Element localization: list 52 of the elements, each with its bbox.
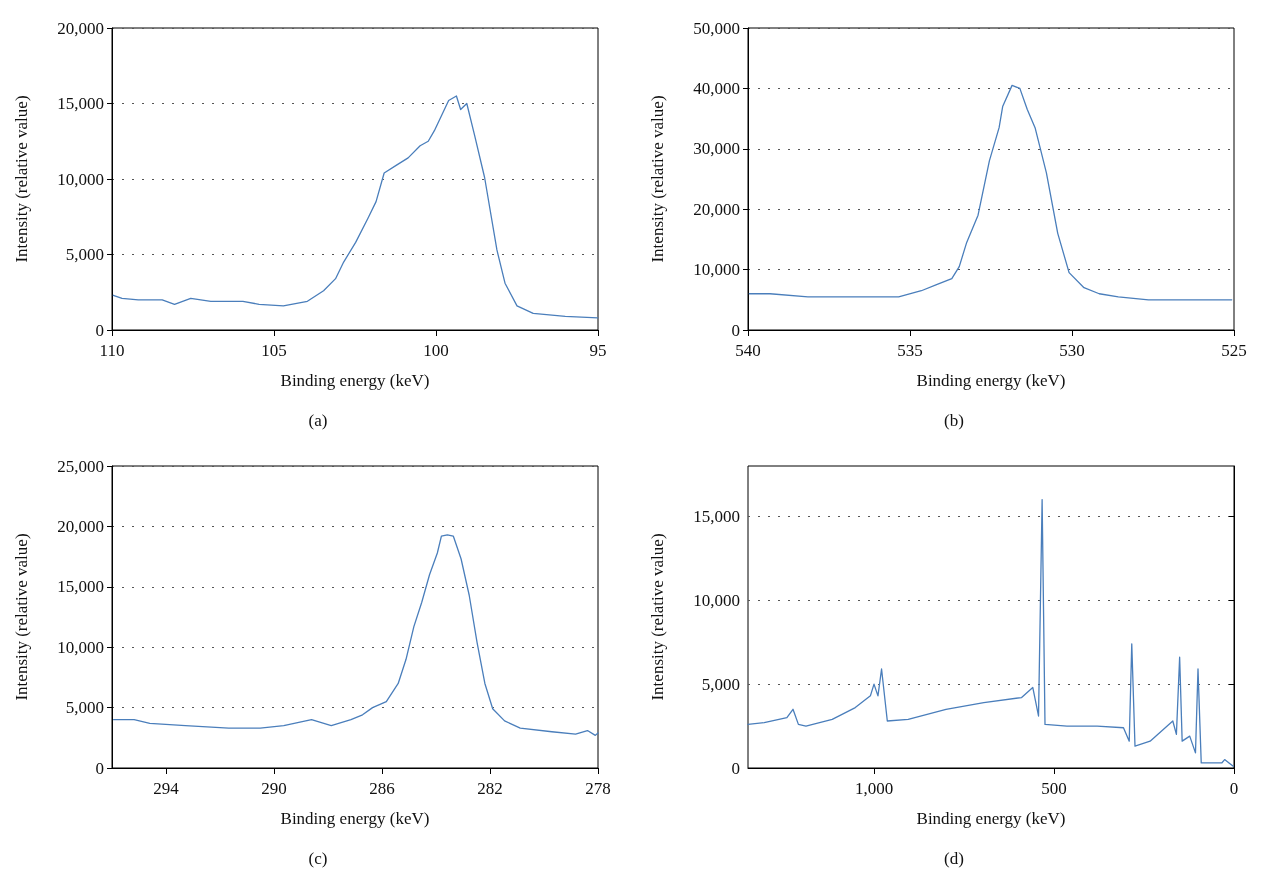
y-tick-label: 30,000	[693, 139, 740, 159]
y-tick-label: 5,000	[65, 245, 104, 264]
text: (d)	[944, 849, 964, 868]
x-tick-label: 0	[1229, 779, 1239, 798]
y-tick-label: 5,000	[65, 698, 104, 718]
x-axis-title: Binding energy (keV)	[280, 809, 430, 828]
y-tick-label: 0	[731, 320, 740, 340]
x-tick-label: 282	[477, 779, 503, 798]
x-tick-label: 294	[153, 779, 180, 798]
x-tick-label: 110	[99, 341, 125, 360]
x-axis-title: Binding energy (keV)	[280, 371, 430, 390]
y-tick-label: 20,000	[57, 18, 104, 38]
text: (c)	[308, 849, 328, 868]
text: (b)	[944, 411, 964, 430]
y-axis-title: Intensity (relative value)	[648, 533, 667, 701]
x-tick-label: 535	[897, 341, 923, 360]
x-tick-label: 530	[1059, 341, 1085, 360]
x-tick-label: 286	[369, 779, 395, 798]
x-tick-label: 105	[261, 341, 287, 360]
y-axis-title: Intensity (relative value)	[12, 95, 31, 263]
y-tick-label: 25,000	[57, 456, 104, 476]
line-series	[112, 534, 599, 737]
y-tick-label: 0	[731, 758, 740, 778]
x-tick-label: 95	[589, 341, 607, 360]
y-tick-label: 50,000	[693, 18, 740, 38]
y-tick-label: 10,000	[57, 169, 104, 189]
y-tick-label: 15,000	[57, 577, 104, 597]
y-tick-label: 15,000	[693, 506, 740, 526]
x-axis-title: Binding energy (keV)	[916, 371, 1066, 390]
y-tick-label: 10,000	[57, 637, 104, 657]
y-tick-label: 5,000	[701, 674, 740, 694]
y-tick-label: 15,000	[57, 94, 104, 113]
x-tick-label: 278	[585, 779, 611, 798]
y-tick-label: 0	[95, 758, 104, 778]
line-series	[112, 95, 599, 319]
x-tick-label: 100	[423, 341, 449, 360]
y-axis-title: Intensity (relative value)	[648, 95, 667, 263]
y-tick-label: 20,000	[693, 199, 740, 219]
x-axis-title: Binding energy (keV)	[916, 809, 1066, 828]
x-tick-label: 500	[1041, 779, 1067, 798]
x-tick-label: 1,000	[854, 779, 894, 798]
text: (a)	[308, 411, 328, 430]
x-tick-label: 525	[1221, 341, 1247, 360]
y-axis-title: Intensity (relative value)	[12, 533, 31, 701]
x-tick-label: 290	[261, 779, 287, 798]
y-tick-label: 40,000	[693, 78, 740, 98]
y-tick-label: 20,000	[57, 516, 104, 536]
line-series	[748, 84, 1233, 301]
x-tick-label: 540	[735, 341, 761, 360]
y-tick-label: 0	[95, 320, 104, 340]
y-tick-label: 10,000	[693, 590, 740, 610]
y-tick-label: 10,000	[693, 260, 740, 280]
